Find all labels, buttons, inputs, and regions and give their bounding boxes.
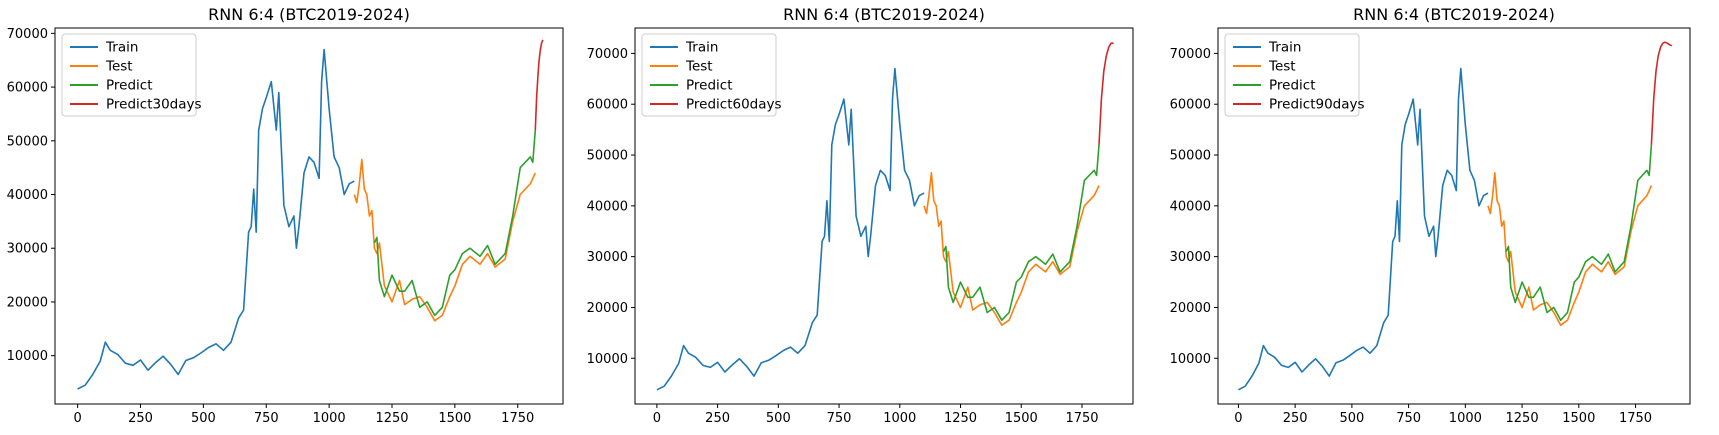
- x-tick-label: 750: [254, 411, 279, 426]
- x-tick-label: 1500: [1005, 411, 1038, 426]
- y-tick-label: 70000: [587, 47, 628, 62]
- y-tick-label: 10000: [1170, 352, 1211, 367]
- x-tick-label: 1750: [501, 411, 534, 426]
- chart-title: RNN 6:4 (BTC2019-2024): [1353, 5, 1555, 24]
- legend-label: Predict30days: [106, 97, 202, 113]
- legend-label: Train: [105, 40, 138, 56]
- y-tick-label: 60000: [1170, 98, 1211, 113]
- x-tick-label: 750: [827, 411, 852, 426]
- y-tick-label: 70000: [1170, 47, 1211, 62]
- x-tick-label: 1250: [944, 411, 977, 426]
- x-tick-label: 1250: [375, 411, 408, 426]
- legend-box: [61, 33, 197, 117]
- x-tick-label: 0: [73, 411, 81, 426]
- series-line-test: [1487, 172, 1653, 327]
- y-tick-label: 70000: [7, 27, 48, 42]
- y-tick-label: 50000: [1170, 149, 1211, 164]
- plot-frame: [634, 27, 1134, 405]
- legend-box: [641, 33, 777, 117]
- y-tick-label: 40000: [587, 199, 628, 214]
- x-tick-label: 0: [653, 411, 661, 426]
- y-tick-label: 50000: [7, 134, 48, 149]
- y-tick-label: 20000: [587, 301, 628, 316]
- series-line-test: [353, 158, 537, 322]
- y-tick-label: 60000: [587, 98, 628, 113]
- legend-box: [1224, 33, 1360, 117]
- chart-panel-2: RNN 6:4 (BTC2019-2024) 0 250 500 750 1000 1250…: [587, 5, 1134, 426]
- y-tick-label: 20000: [7, 295, 48, 310]
- x-tick-label: 1000: [313, 411, 346, 426]
- y-tick-label: 10000: [587, 352, 628, 367]
- x-tick-label: 1750: [1619, 411, 1652, 426]
- legend-label: Predict: [686, 78, 733, 94]
- y-tick-label: 20000: [1170, 301, 1211, 316]
- x-tick-label: 250: [705, 411, 730, 426]
- legend-label: Predict: [106, 78, 153, 94]
- legend-label: Predict60days: [686, 97, 782, 113]
- x-tick-label: 0: [1234, 411, 1242, 426]
- x-tick-label: 1500: [438, 411, 471, 426]
- y-tick-label: 10000: [7, 349, 48, 364]
- x-tick-label: 750: [1396, 411, 1421, 426]
- series-line-predict30days: [534, 39, 544, 131]
- x-tick-label: 1500: [1562, 411, 1595, 426]
- plot-frame: [54, 27, 564, 405]
- legend-label: Test: [105, 59, 133, 75]
- chart-title: RNN 6:4 (BTC2019-2024): [208, 5, 410, 24]
- series-line-predict: [1505, 144, 1653, 322]
- y-tick-label: 40000: [7, 188, 48, 203]
- y-tick-label: 30000: [7, 242, 48, 257]
- legend-label: Train: [685, 40, 718, 56]
- y-tick-label: 60000: [7, 81, 48, 96]
- x-tick-label: 500: [766, 411, 791, 426]
- legend-label: Predict90days: [1269, 97, 1365, 113]
- series-line-train: [1238, 67, 1489, 391]
- series-line-predict: [942, 144, 1100, 322]
- plot-frame: [1217, 27, 1691, 405]
- series-line-train: [656, 67, 925, 391]
- chart-panel-3: RNN 6:4 (BTC2019-2024) 0 250 500 750 1000 1250…: [1170, 5, 1691, 426]
- chart-title: RNN 6:4 (BTC2019-2024): [783, 5, 985, 24]
- legend-label: Train: [1268, 40, 1301, 56]
- series-line-train: [77, 48, 355, 390]
- series-line-predict: [373, 130, 537, 317]
- series-line-predict60days: [1098, 42, 1114, 145]
- x-tick-label: 1000: [883, 411, 916, 426]
- y-tick-label: 30000: [1170, 250, 1211, 265]
- x-tick-label: 1250: [1506, 411, 1539, 426]
- chart-panel-1: RNN 6:4 (BTC2019-2024) 0 250 500 750 1000 1250…: [7, 5, 564, 426]
- x-tick-label: 500: [1339, 411, 1364, 426]
- x-tick-label: 250: [1283, 411, 1308, 426]
- x-tick-label: 1750: [1065, 411, 1098, 426]
- series-line-test: [923, 172, 1100, 327]
- y-tick-label: 30000: [587, 250, 628, 265]
- x-tick-label: 250: [128, 411, 153, 426]
- legend-label: Test: [685, 59, 713, 75]
- y-tick-label: 40000: [1170, 199, 1211, 214]
- x-tick-label: 500: [191, 411, 216, 426]
- legend-label: Predict: [1269, 78, 1316, 94]
- series-line-predict90days: [1650, 41, 1673, 145]
- legend-label: Test: [1268, 59, 1296, 75]
- x-tick-label: 1000: [1449, 411, 1482, 426]
- y-tick-label: 50000: [587, 149, 628, 164]
